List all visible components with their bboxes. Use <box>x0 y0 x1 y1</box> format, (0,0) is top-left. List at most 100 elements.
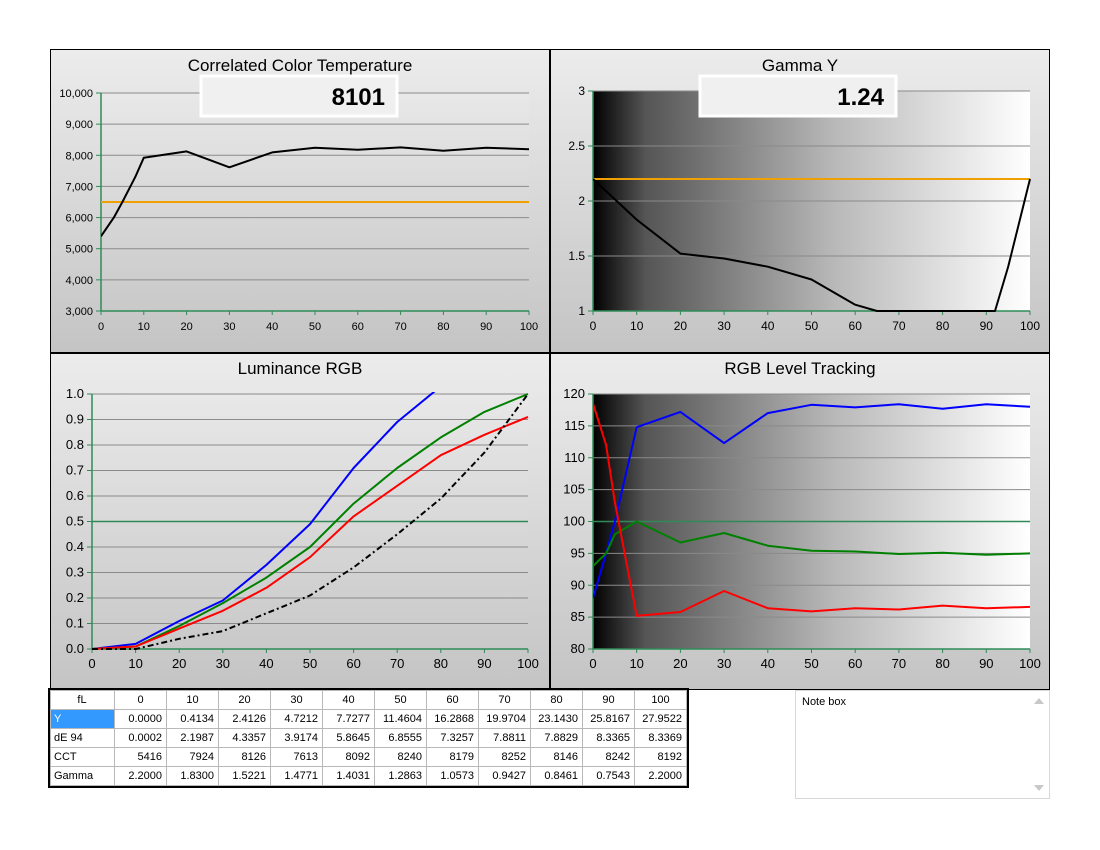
table-cell[interactable]: 7.8829 <box>530 728 583 748</box>
y-tick-label: 0.9 <box>66 412 84 427</box>
x-tick-label: 40 <box>259 656 273 671</box>
table-cell[interactable]: 1.8300 <box>166 766 219 786</box>
x-tick-label: 90 <box>979 656 993 671</box>
x-tick-label: 30 <box>717 319 731 333</box>
table-cell[interactable]: 5416 <box>114 747 167 767</box>
table-cell[interactable]: 8092 <box>322 747 375 767</box>
table-cell[interactable]: 0.0000 <box>114 709 167 729</box>
y-tick-label: 6,000 <box>65 213 93 225</box>
table-row[interactable]: Y 0.0000 0.4134 2.4126 4.7212 7.7277 11.4604 16… <box>50 709 687 729</box>
row-header-cell[interactable]: Gamma <box>50 766 115 786</box>
y-tick-label: 0.1 <box>66 616 84 631</box>
table-cell[interactable]: 7.7277 <box>322 709 375 729</box>
x-tick-label: 50 <box>303 656 317 671</box>
y-tick-label: 105 <box>563 482 585 497</box>
y-tick-label: 0.0 <box>66 641 84 656</box>
row-header-cell[interactable]: dE 94 <box>50 728 115 748</box>
table-cell[interactable]: 0.8461 <box>530 766 583 786</box>
scroll-down-icon[interactable] <box>1034 785 1044 791</box>
charts-svg: 3,000 4,000 5,000 6,000 7,000 8,000 9,000 10,00… <box>50 49 1050 690</box>
table-cell[interactable]: 7924 <box>166 747 219 767</box>
x-tick-label: 20 <box>172 656 186 671</box>
header-cell: 20 <box>218 690 271 710</box>
y-tick-label: 90 <box>571 577 585 592</box>
y-tick-label: 115 <box>564 418 585 433</box>
table-cell[interactable]: 0.9427 <box>478 766 531 786</box>
table-cell[interactable]: 8252 <box>478 747 531 767</box>
x-tick-label: 80 <box>437 321 449 333</box>
y-tick-label: 7,000 <box>65 181 93 193</box>
x-tick-label: 0 <box>98 321 104 333</box>
chart-title: Luminance RGB <box>238 359 363 378</box>
table-cell[interactable]: 1.2863 <box>374 766 427 786</box>
x-tick-label: 100 <box>1020 319 1040 333</box>
table-row[interactable]: CCT 5416 7924 8126 7613 8092 8240 8179 8252 8146 8… <box>50 747 687 767</box>
table-cell[interactable]: 4.3357 <box>218 728 271 748</box>
readout-box <box>199 74 399 118</box>
table-cell[interactable]: 27.9522 <box>634 709 687 729</box>
table-cell[interactable]: 25.8167 <box>582 709 635 729</box>
table-cell[interactable]: 4.7212 <box>270 709 323 729</box>
y-tick-label: 8,000 <box>65 150 93 162</box>
table-cell[interactable]: 6.8555 <box>374 728 427 748</box>
table-cell[interactable]: 8240 <box>374 747 427 767</box>
series-line-1 <box>593 178 1031 312</box>
row-header-cell[interactable]: CCT <box>50 747 115 767</box>
x-tick-label: 10 <box>138 321 150 333</box>
table-cell[interactable]: 3.9174 <box>270 728 323 748</box>
x-tick-label: 0 <box>88 656 95 671</box>
table-cell[interactable]: 1.0573 <box>426 766 479 786</box>
readout-box <box>698 74 898 118</box>
header-cell: 80 <box>530 690 583 710</box>
table-row[interactable]: Gamma 2.2000 1.8300 1.5221 1.4771 1.4031 1.286… <box>50 766 687 786</box>
x-tick-label: 10 <box>629 656 643 671</box>
table-cell[interactable]: 11.4604 <box>374 709 427 729</box>
note-box[interactable]: Note box <box>795 690 1050 799</box>
x-tick-label: 90 <box>980 319 994 333</box>
series-line-2 <box>593 520 1031 567</box>
table-cell[interactable]: 2.2000 <box>634 766 687 786</box>
table-cell[interactable]: 7.3257 <box>426 728 479 748</box>
table-cell[interactable]: 2.2000 <box>114 766 167 786</box>
table-row[interactable]: dE 94 0.0002 2.1987 4.3357 3.9174 5.8645 6.855… <box>50 728 687 748</box>
table-cell[interactable]: 23.1430 <box>530 709 583 729</box>
chart-panel-3: 0.0 0.1 0.2 0.3 0.4 0.5 0.6 0.7 0.8 0.9 1.0 0 10 20 30… <box>50 352 551 690</box>
y-tick-label: 0.5 <box>66 514 84 529</box>
table-cell[interactable]: 7613 <box>270 747 323 767</box>
table-cell[interactable]: 1.4031 <box>322 766 375 786</box>
table-cell[interactable]: 8242 <box>582 747 635 767</box>
table-cell[interactable]: 1.4771 <box>270 766 323 786</box>
y-tick-label: 4,000 <box>65 275 93 287</box>
x-tick-label: 60 <box>352 321 364 333</box>
table-cell[interactable]: 8179 <box>426 747 479 767</box>
table-cell[interactable]: 16.2868 <box>426 709 479 729</box>
x-tick-label: 90 <box>480 321 492 333</box>
x-tick-label: 60 <box>848 656 862 671</box>
table-cell[interactable]: 8126 <box>218 747 271 767</box>
table-cell[interactable]: 5.8645 <box>322 728 375 748</box>
chart-title: Gamma Y <box>762 56 838 75</box>
table-cell[interactable]: 0.0002 <box>114 728 167 748</box>
table-cell[interactable]: 8.3369 <box>634 728 687 748</box>
x-tick-label: 70 <box>892 319 906 333</box>
table-cell[interactable]: 8146 <box>530 747 583 767</box>
table-cell[interactable]: 2.4126 <box>218 709 271 729</box>
x-tick-label: 50 <box>309 321 321 333</box>
table-cell[interactable]: 8192 <box>634 747 687 767</box>
series-line-3 <box>92 415 529 650</box>
y-tick-label: 10,000 <box>59 88 93 100</box>
table-cell[interactable]: 7.8811 <box>478 728 531 748</box>
table-cell[interactable]: 19.9704 <box>478 709 531 729</box>
y-tick-label: 0.6 <box>66 488 84 503</box>
row-header-cell[interactable]: Y <box>50 709 115 729</box>
y-tick-label: 2.5 <box>568 139 585 153</box>
table-cell[interactable]: 1.5221 <box>218 766 271 786</box>
table-cell[interactable]: 8.3365 <box>582 728 635 748</box>
series-line-1 <box>101 146 530 237</box>
table-cell[interactable]: 2.1987 <box>166 728 219 748</box>
x-tick-label: 10 <box>128 656 142 671</box>
series-line-1 <box>593 403 1031 599</box>
scroll-up-icon[interactable] <box>1034 698 1044 704</box>
table-cell[interactable]: 0.7543 <box>582 766 635 786</box>
table-cell[interactable]: 0.4134 <box>166 709 219 729</box>
